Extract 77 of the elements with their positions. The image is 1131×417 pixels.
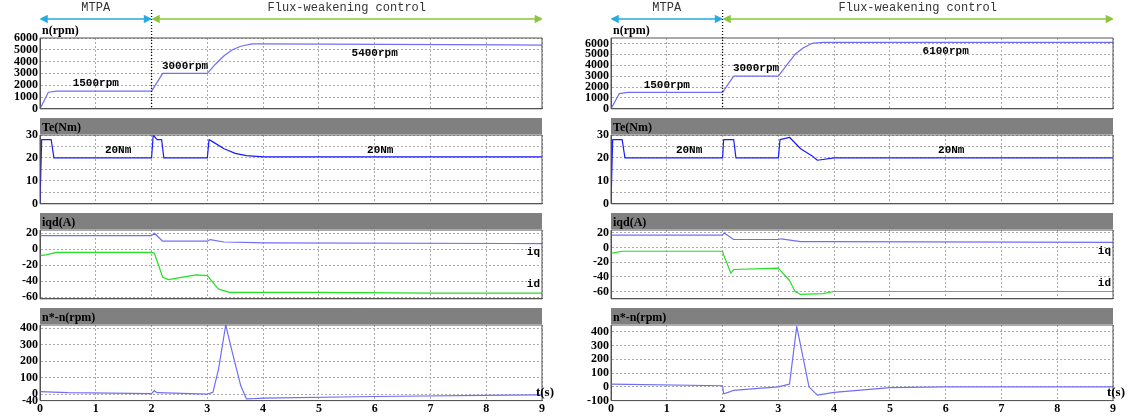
x-tick-label: 3	[775, 400, 782, 415]
y-tick-label: 200	[20, 353, 38, 368]
annotation: 1500rpm	[72, 77, 120, 90]
annotation: 3000rpm	[732, 62, 780, 75]
x-tick-label: 6	[371, 400, 378, 415]
y-tick-label: 20	[26, 225, 38, 240]
text: Flux-weakening control	[267, 1, 426, 16]
y-axis-title: n*-n(rpm)	[42, 310, 96, 325]
x-tick-label: 2	[148, 400, 155, 415]
y-tick-label: 0	[603, 378, 609, 393]
y-tick-label: -20	[22, 257, 38, 272]
annotation: 20Nm	[938, 144, 965, 157]
y-tick-label: 20	[597, 150, 609, 165]
x-tick-label: 4	[260, 400, 267, 415]
y-tick-label: 300	[20, 336, 38, 351]
y-tick-label: 0	[32, 241, 38, 256]
y-tick-label: 400	[20, 320, 38, 335]
annotation: 6100rpm	[922, 44, 970, 57]
y-axis-title: iqd(A)	[42, 215, 76, 230]
y-tick-label: 0	[32, 195, 38, 210]
x-tick-label: 5	[315, 400, 322, 415]
x-tick-label: 1	[663, 400, 670, 415]
x-tick-label: 6	[942, 400, 949, 415]
x-axis-title: t(s)	[1106, 384, 1125, 400]
y-tick-label: -20	[593, 254, 609, 269]
y-tick-label: 0	[603, 239, 609, 254]
y-tick-label: 30	[597, 127, 609, 142]
annotation: 20Nm	[367, 144, 394, 157]
annotation: 20Nm	[104, 144, 132, 157]
y-axis-title: iqd(A)	[613, 215, 647, 230]
y-tick-label: 200	[591, 351, 609, 366]
series-label: iq	[526, 245, 540, 258]
text: MTPA	[652, 1, 682, 16]
series-label: id	[526, 278, 540, 291]
y-tick-label: 100	[591, 365, 609, 380]
y-axis-title: Te(Nm)	[42, 120, 81, 135]
y-tick-label: -40	[22, 273, 38, 288]
x-tick-label: 3	[204, 400, 211, 415]
x-tick-label: 7	[427, 400, 434, 415]
y-tick-label: -100	[587, 392, 609, 407]
x-tick-label: 1	[92, 400, 99, 415]
y-tick-label: -60	[593, 283, 609, 298]
series-label: id	[1097, 276, 1111, 289]
x-tick-label: 5	[886, 400, 893, 415]
text: MTPA	[81, 1, 111, 16]
y-tick-label: -40	[593, 268, 609, 283]
annotation: 20Nm	[675, 144, 703, 157]
y-axis-title: Te(Nm)	[613, 120, 652, 135]
y-axis-title: n(rpm)	[42, 23, 79, 38]
text: Flux-weakening control	[838, 1, 997, 16]
y-tick-label: 100	[20, 369, 38, 384]
y-tick-label: 300	[591, 337, 609, 352]
y-tick-label: 20	[26, 150, 38, 165]
x-tick-label: 8	[1054, 400, 1061, 415]
x-tick-label: 7	[998, 400, 1005, 415]
y-tick-label: 4000	[14, 53, 38, 68]
x-tick-label: 2	[719, 400, 726, 415]
annotation: 3000rpm	[161, 59, 209, 72]
annotation: 5400rpm	[351, 47, 399, 60]
x-tick-label: 9	[539, 400, 545, 415]
series-label: iq	[1097, 244, 1111, 257]
y-axis-title: n*-n(rpm)	[613, 310, 667, 325]
x-tick-label: 9	[1110, 400, 1116, 415]
y-tick-label: 3000	[14, 65, 38, 80]
y-tick-label: 0	[603, 195, 609, 210]
y-tick-label: 10	[26, 172, 38, 187]
x-tick-label: 8	[483, 400, 490, 415]
y-axis-title: n(rpm)	[613, 23, 650, 38]
annotation: 1500rpm	[643, 78, 691, 91]
y-tick-label: 10	[597, 172, 609, 187]
y-tick-label: 30	[26, 127, 38, 142]
y-tick-label: 2000	[14, 77, 38, 92]
y-tick-label: 400	[591, 323, 609, 338]
y-tick-label: -60	[22, 289, 38, 304]
y-tick-label: 20	[597, 225, 609, 240]
x-tick-label: 4	[831, 400, 838, 415]
x-axis-title: t(s)	[535, 384, 554, 400]
